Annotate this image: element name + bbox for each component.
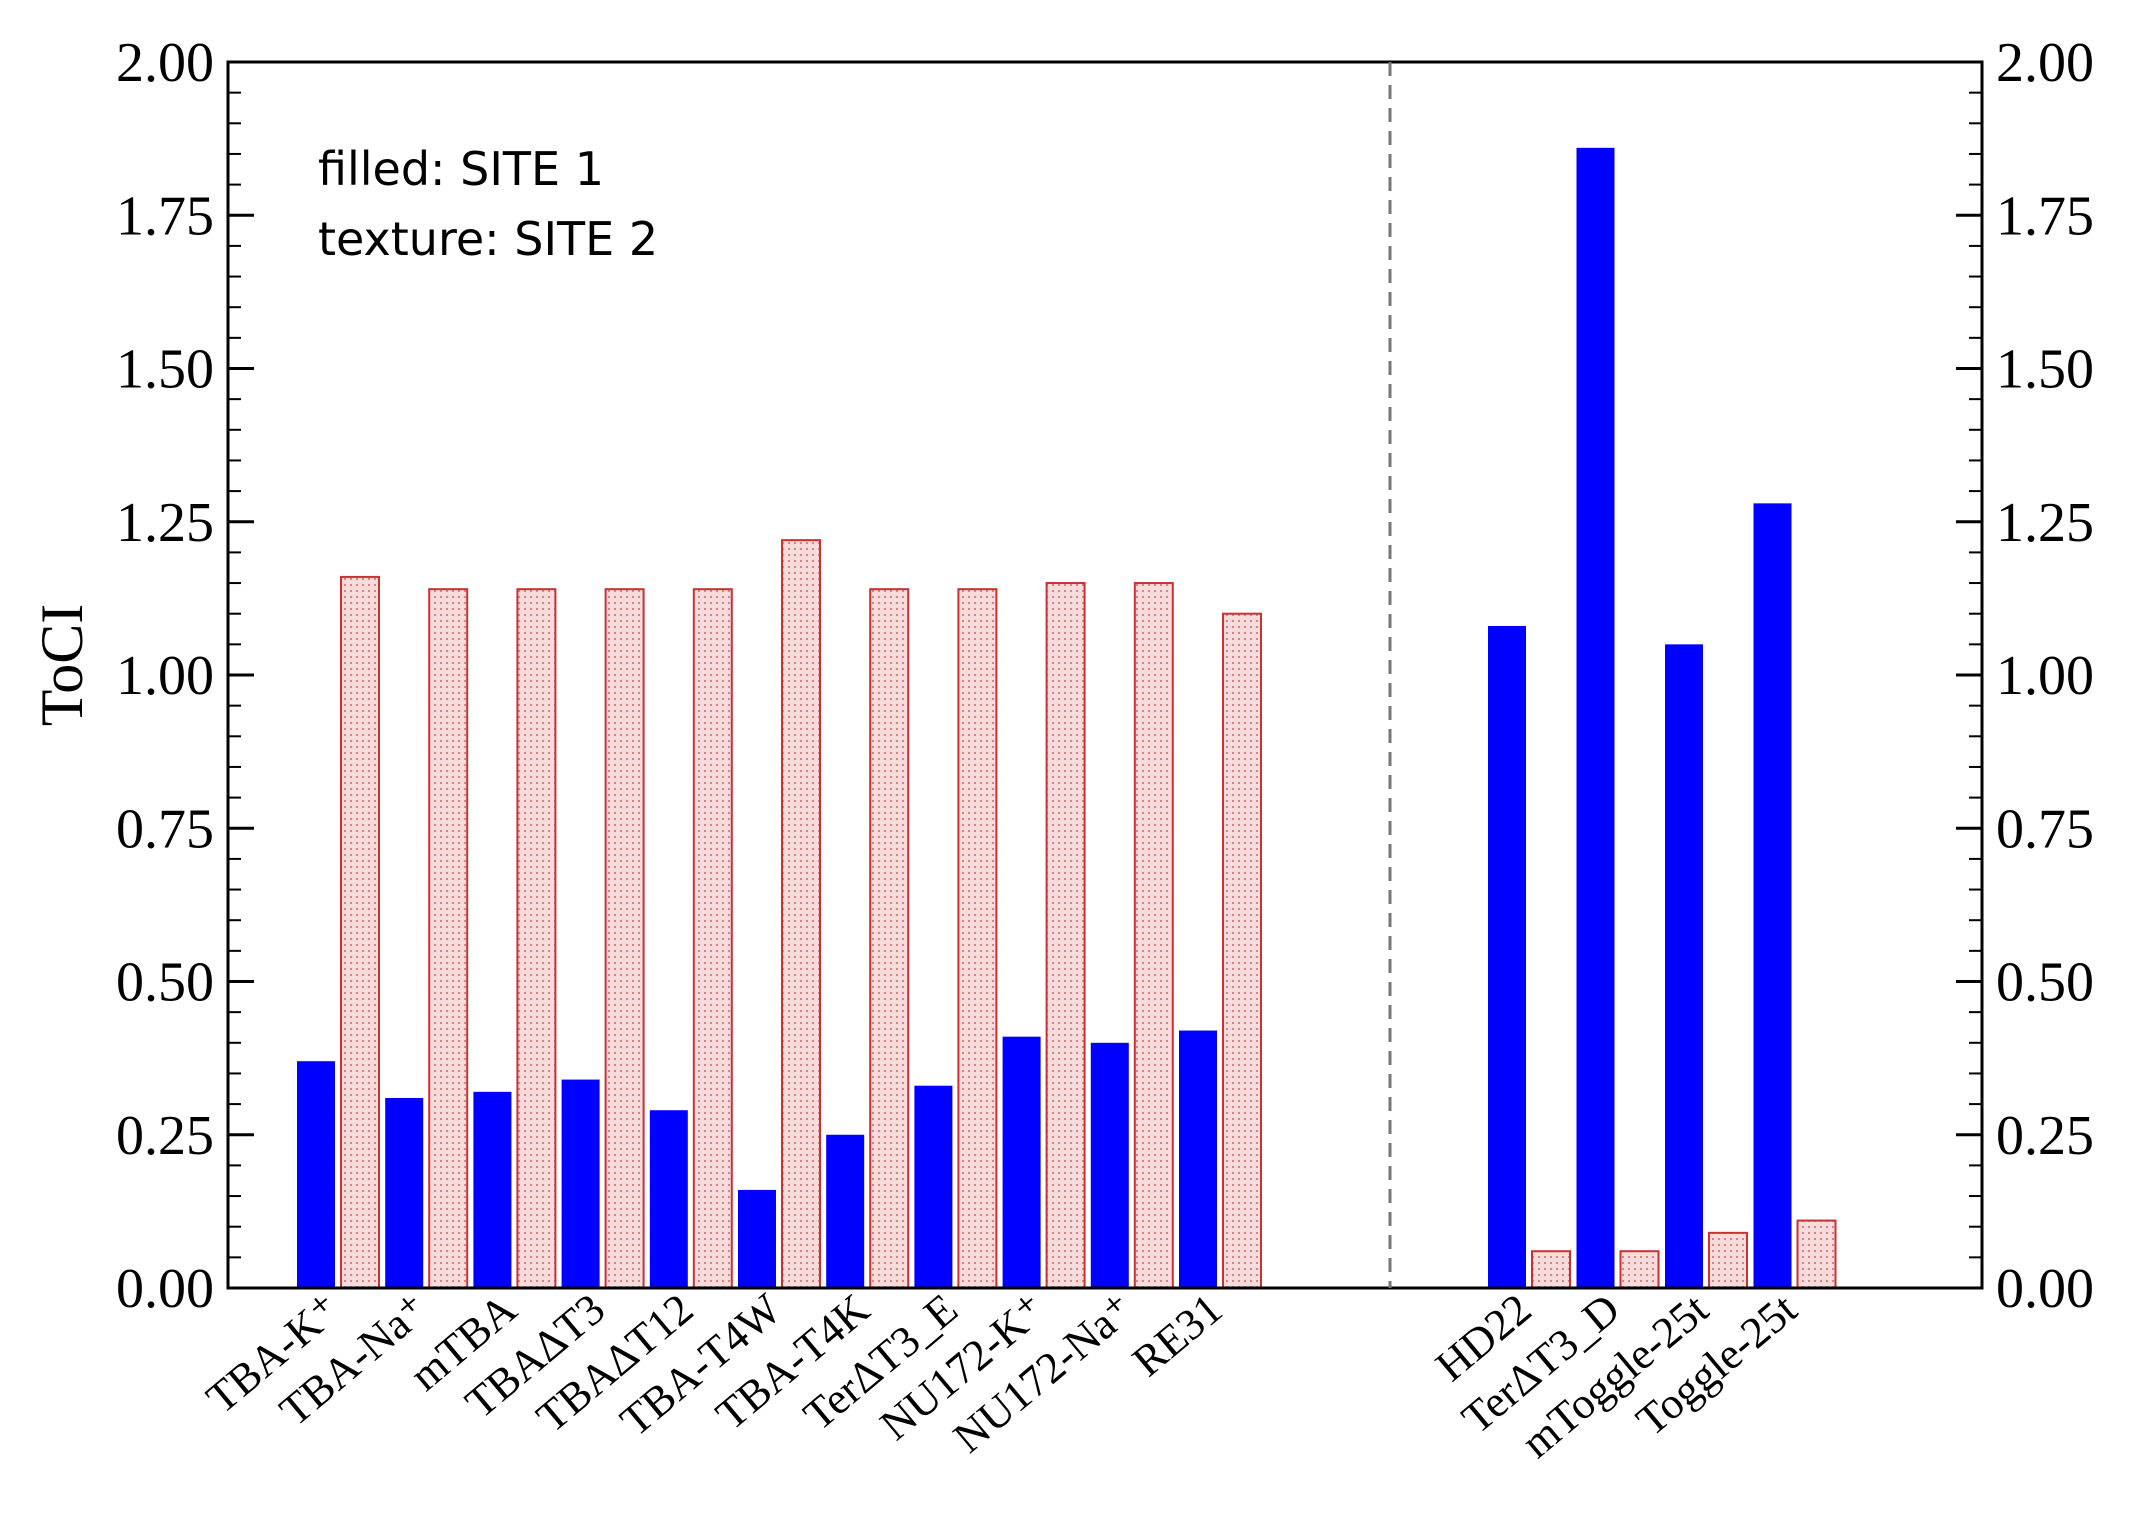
y-tick-label-right: 0.00 — [1996, 1258, 2094, 1320]
legend-site2: texture: SITE 2 — [318, 212, 658, 266]
bar-site1 — [738, 1189, 776, 1288]
bar-site1 — [1090, 1042, 1129, 1288]
bar-site1 — [473, 1091, 512, 1288]
y-tick-label-right: 1.00 — [1996, 645, 2094, 707]
bar-site1 — [1576, 147, 1615, 1288]
y-tick-label-left: 0.00 — [116, 1258, 214, 1320]
y-tick-label-left: 1.25 — [116, 492, 214, 554]
bar-site1 — [297, 1061, 335, 1288]
bar-site2 — [869, 588, 910, 1289]
y-tick-label-right: 1.25 — [1996, 492, 2094, 554]
bar-site2 — [781, 539, 821, 1289]
bar-site1 — [1665, 644, 1703, 1288]
y-tick-label-right: 0.75 — [1996, 798, 2094, 860]
bar-site1 — [1002, 1036, 1041, 1288]
bar-site2 — [1045, 582, 1086, 1289]
y-tick-label-right: 0.50 — [1996, 952, 2094, 1014]
bar-site1 — [1179, 1030, 1217, 1288]
bar-site1 — [1753, 503, 1792, 1288]
y-tick-label-left: 0.25 — [116, 1105, 214, 1167]
bar-site2 — [957, 588, 998, 1289]
y-tick-label-right: 1.50 — [1996, 339, 2094, 401]
bar-site1 — [1488, 625, 1526, 1288]
bar-site1 — [826, 1134, 865, 1288]
bar-site2 — [340, 575, 380, 1289]
bar-site2 — [1708, 1231, 1748, 1289]
y-tick-label-left: 1.00 — [116, 645, 214, 707]
bar-site2 — [428, 588, 469, 1289]
x-category-label: RE31 — [1123, 1284, 1231, 1386]
y-tick-label-left: 2.00 — [116, 32, 214, 94]
y-tick-label-left: 1.75 — [116, 185, 214, 247]
bar-site1 — [561, 1079, 600, 1288]
bar-site1 — [649, 1110, 688, 1288]
bar-site2 — [1222, 612, 1262, 1289]
bar-site2 — [1133, 582, 1174, 1289]
bar-site2 — [1796, 1219, 1837, 1289]
y-axis-label: ToCI — [29, 604, 95, 726]
bar-site2 — [1531, 1250, 1571, 1289]
bar-site1 — [914, 1085, 953, 1288]
y-tick-label-right: 2.00 — [1996, 32, 2094, 94]
y-tick-label-left: 0.50 — [116, 952, 214, 1014]
y-tick-label-right: 1.75 — [1996, 185, 2094, 247]
bar-site2 — [604, 588, 645, 1289]
legend-site1: filled: SITE 1 — [318, 142, 604, 196]
y-tick-label-left: 0.75 — [116, 798, 214, 860]
y-tick-label-right: 0.25 — [1996, 1105, 2094, 1167]
y-tick-label-left: 1.50 — [116, 339, 214, 401]
bar-site2 — [516, 588, 557, 1289]
bar-site1 — [385, 1097, 424, 1288]
bar-site2 — [692, 588, 733, 1289]
bar-site2 — [1619, 1250, 1660, 1289]
